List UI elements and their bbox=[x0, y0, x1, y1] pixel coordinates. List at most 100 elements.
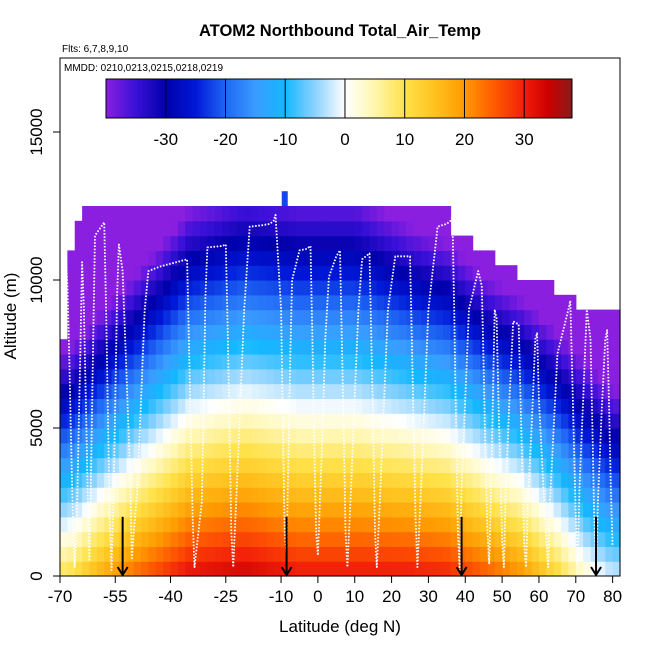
heatmap-cell bbox=[222, 220, 231, 237]
heatmap-cell bbox=[487, 354, 496, 370]
heatmap-cell bbox=[266, 398, 275, 414]
heatmap-cell bbox=[369, 206, 378, 222]
heatmap-cell bbox=[384, 442, 393, 459]
heatmap-cell bbox=[141, 413, 150, 429]
heatmap-cell bbox=[214, 235, 223, 251]
heatmap-cell bbox=[177, 294, 186, 311]
heatmap-cell bbox=[82, 561, 91, 577]
heatmap-cell bbox=[266, 339, 275, 355]
heatmap-cell bbox=[200, 413, 208, 429]
heatmap-cell bbox=[480, 457, 488, 473]
heatmap-cell bbox=[74, 531, 83, 547]
heatmap-cell bbox=[502, 354, 511, 370]
heatmap-cell bbox=[531, 457, 540, 473]
heatmap-cell bbox=[89, 294, 98, 311]
heatmap-cell bbox=[67, 472, 76, 488]
heatmap-cell bbox=[281, 280, 290, 296]
heatmap-cell bbox=[200, 294, 208, 311]
heatmap-cell bbox=[141, 502, 150, 518]
heatmap-cell bbox=[413, 472, 422, 488]
heatmap-cell bbox=[354, 413, 363, 429]
heatmap-cell bbox=[568, 413, 577, 429]
heatmap-cell bbox=[192, 324, 201, 340]
heatmap-cell bbox=[524, 339, 533, 355]
heatmap-cell bbox=[398, 428, 407, 444]
heatmap-cell bbox=[118, 472, 127, 488]
heatmap-cell bbox=[96, 294, 105, 311]
heatmap-cell bbox=[391, 294, 400, 311]
heatmap-cell bbox=[118, 442, 127, 459]
heatmap-cell bbox=[612, 531, 621, 547]
heatmap-cell bbox=[200, 516, 208, 533]
heatmap-cell bbox=[450, 324, 459, 340]
heatmap-cell bbox=[207, 487, 216, 503]
heatmap-cell bbox=[428, 457, 437, 473]
heatmap-cell bbox=[295, 546, 304, 562]
heatmap-cell bbox=[487, 368, 496, 385]
heatmap-cell bbox=[384, 561, 393, 577]
heatmap-cell bbox=[575, 383, 584, 399]
heatmap-cell bbox=[258, 280, 267, 296]
heatmap-cell bbox=[398, 309, 407, 325]
heatmap-cell bbox=[148, 339, 157, 355]
heatmap-cell bbox=[82, 472, 91, 488]
heatmap-cell bbox=[281, 235, 290, 251]
heatmap-cell bbox=[236, 472, 245, 488]
heatmap-cell bbox=[229, 472, 238, 488]
heatmap-cell bbox=[538, 294, 547, 311]
heatmap-cell bbox=[104, 546, 113, 562]
heatmap-cell bbox=[524, 294, 533, 311]
heatmap-cell bbox=[443, 487, 452, 503]
heatmap-cell bbox=[244, 502, 253, 518]
heatmap-cell bbox=[487, 457, 496, 473]
heatmap-cell bbox=[509, 428, 518, 444]
heatmap-cell bbox=[340, 250, 348, 266]
heatmap-cell bbox=[391, 339, 400, 355]
heatmap-cell bbox=[531, 339, 540, 355]
heatmap-cell bbox=[244, 309, 253, 325]
heatmap-cell bbox=[229, 309, 238, 325]
heatmap-cell bbox=[516, 280, 525, 296]
heatmap-cell bbox=[118, 235, 127, 251]
heatmap-cell bbox=[561, 516, 570, 533]
heatmap-cell bbox=[421, 457, 430, 473]
heatmap-cell bbox=[266, 487, 275, 503]
heatmap-cell bbox=[281, 561, 290, 577]
heatmap-cell bbox=[553, 516, 562, 533]
heatmap-cell bbox=[207, 383, 216, 399]
heatmap-cell bbox=[332, 516, 341, 533]
heatmap-cell bbox=[354, 546, 363, 562]
heatmap-cell bbox=[236, 428, 245, 444]
x-tick-label: 20 bbox=[382, 587, 401, 606]
heatmap-cell bbox=[317, 354, 326, 370]
heatmap-cell bbox=[413, 561, 422, 577]
heatmap-cell bbox=[568, 309, 577, 325]
heatmap-cell bbox=[288, 442, 297, 459]
heatmap-cell bbox=[163, 235, 172, 251]
heatmap-cell bbox=[251, 398, 260, 414]
heatmap-cell bbox=[185, 220, 194, 237]
heatmap-cell bbox=[553, 398, 562, 414]
heatmap-cell bbox=[148, 457, 157, 473]
heatmap-cell bbox=[332, 235, 341, 251]
heatmap-cell bbox=[177, 265, 186, 281]
heatmap-cell bbox=[362, 206, 371, 222]
heatmap-cell bbox=[266, 206, 275, 222]
heatmap-cell bbox=[118, 339, 127, 355]
heatmap-cell bbox=[258, 220, 267, 237]
heatmap-cell bbox=[480, 531, 488, 547]
heatmap-cell bbox=[575, 368, 584, 385]
heatmap-cell bbox=[332, 398, 341, 414]
heatmap-cell bbox=[524, 457, 533, 473]
heatmap-cell bbox=[612, 487, 621, 503]
heatmap-cell bbox=[222, 531, 231, 547]
heatmap-cell bbox=[185, 309, 194, 325]
heatmap-cell bbox=[214, 324, 223, 340]
heatmap-cell bbox=[457, 413, 466, 429]
heatmap-cell bbox=[325, 309, 334, 325]
heatmap-cell bbox=[384, 235, 393, 251]
heatmap-cell bbox=[133, 561, 142, 577]
heatmap-cell bbox=[281, 546, 290, 562]
heatmap-cell bbox=[96, 442, 105, 459]
heatmap-cell bbox=[251, 294, 260, 311]
